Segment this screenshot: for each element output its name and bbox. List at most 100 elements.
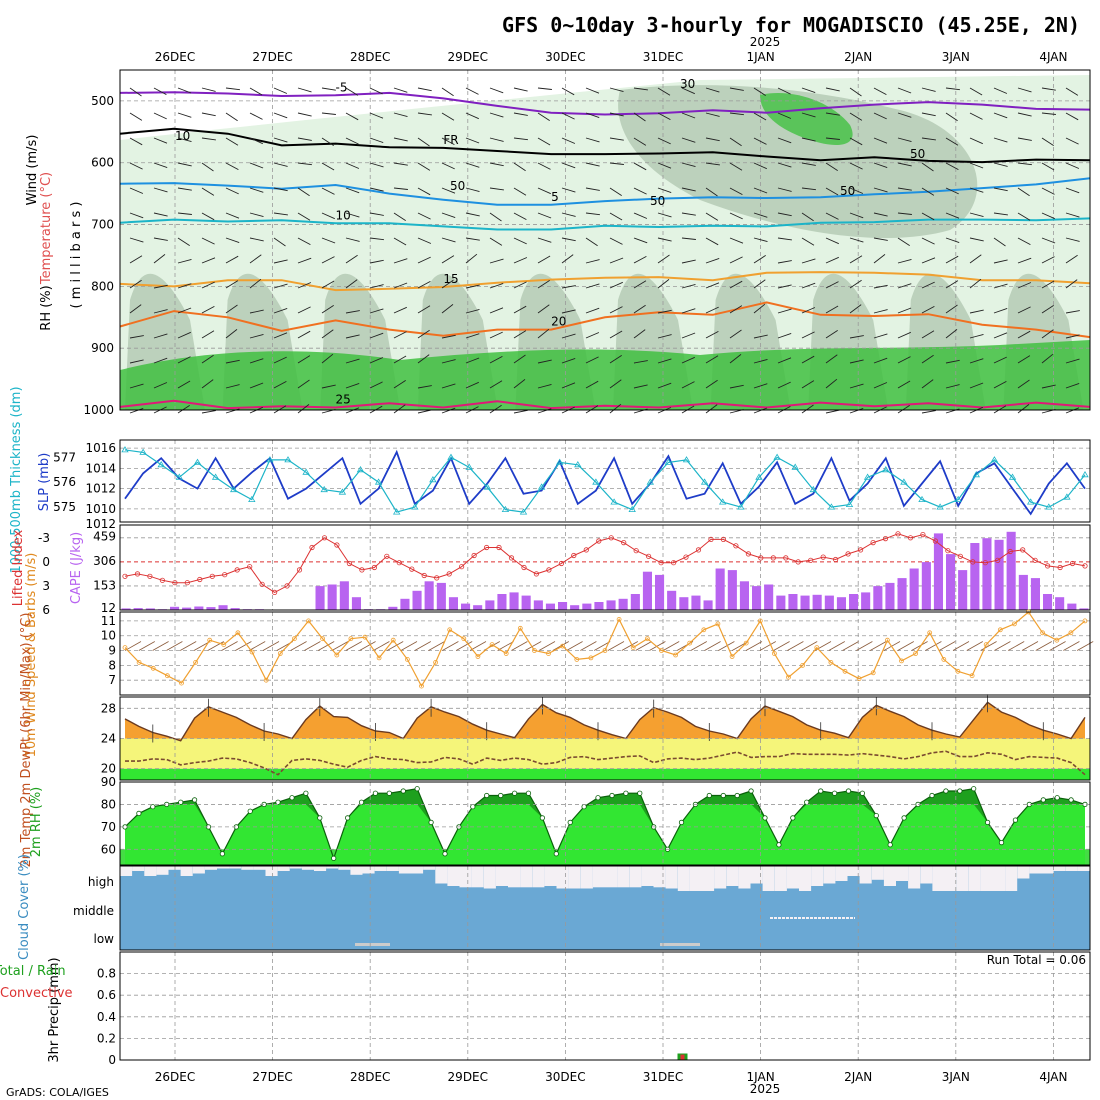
cape-bar — [606, 600, 616, 610]
date-tick-top: 31DEC — [643, 50, 683, 64]
wind10m-point — [560, 643, 565, 649]
wind-barb — [321, 212, 335, 220]
wind-barb — [1065, 212, 1080, 218]
cape-bar — [194, 606, 204, 610]
cloud-high-clear — [677, 866, 690, 891]
cape-bar — [327, 584, 337, 610]
wind10m-barb — [787, 641, 804, 651]
wind10m-point — [616, 617, 622, 622]
wind10m-point — [291, 636, 297, 642]
wind-barb — [465, 357, 480, 364]
wind-barb — [513, 162, 526, 172]
wind-barb — [705, 306, 719, 314]
thickness-point — [773, 453, 781, 460]
temp-line — [124, 701, 1086, 742]
date-tick-bottom: 26DEC — [155, 1070, 195, 1084]
wind-barb — [129, 255, 143, 264]
cloud-high-clear — [762, 866, 775, 891]
wind-barb — [921, 354, 934, 364]
rh2m-point — [400, 788, 406, 794]
rh2m-point — [372, 790, 378, 796]
wind-barb — [849, 304, 862, 314]
wind-barb — [513, 212, 527, 220]
rh2m-point — [414, 786, 420, 792]
cloud-high-clear — [726, 866, 739, 886]
wind-barb — [633, 137, 647, 146]
lifted-index-point — [571, 552, 577, 559]
wind-barb — [417, 137, 430, 147]
wind-barb — [801, 87, 816, 94]
wind-barb — [993, 187, 1008, 192]
wind-barb — [345, 162, 360, 169]
wind-barb — [1041, 305, 1054, 314]
wind-barb — [657, 254, 670, 264]
wind-barb — [993, 283, 1008, 289]
wind-barb — [609, 187, 622, 196]
wind-barb — [465, 162, 480, 168]
wind-barb — [681, 137, 696, 143]
wind10m-barb — [373, 641, 390, 651]
temp2m-panel: 20 24 28 — [101, 694, 1091, 781]
rh2m-point — [818, 788, 824, 794]
wind-barb — [561, 309, 576, 314]
lifted-index-point — [745, 551, 752, 557]
cape-bar — [909, 568, 919, 610]
lifted-index-point — [957, 553, 963, 559]
top-year-label: 2025 — [750, 35, 781, 49]
wind10m-barb — [621, 641, 638, 651]
cape-bar — [691, 595, 701, 610]
wind-barb — [417, 329, 430, 339]
rh2m-point — [470, 804, 476, 810]
wind-barb — [993, 259, 1008, 264]
rh2m-point — [887, 842, 893, 848]
wind10m-barb — [290, 641, 307, 651]
wind-barb — [897, 187, 912, 191]
wind-barb — [1017, 87, 1032, 93]
rh2m-point — [498, 792, 504, 799]
wind10m-ytick: 8 — [108, 658, 116, 672]
wind10m-barb — [318, 641, 335, 651]
cape-bar — [497, 594, 507, 610]
wind10m-barb — [1035, 641, 1052, 651]
wind10m-barb — [939, 641, 956, 651]
date-tick-bottom: 2JAN — [844, 1070, 872, 1084]
wind10m-barb — [773, 641, 790, 651]
cape-bar — [533, 600, 543, 610]
rh-mid-region-upper — [618, 85, 978, 239]
slp-ytick: 1014 — [85, 461, 116, 475]
wind-barb — [561, 162, 576, 169]
wind-barb — [921, 257, 936, 264]
lifted-index-point — [558, 560, 565, 567]
lifted-ytick: 6 — [42, 603, 50, 617]
rh2m-ytick: 60 — [101, 842, 116, 856]
cloud-high-clear — [423, 866, 436, 870]
rh2m-point — [289, 795, 295, 801]
wind10m-point — [941, 657, 947, 662]
wind-barb — [249, 87, 263, 96]
wind10m-barb — [566, 641, 583, 651]
rh2m-point — [873, 812, 879, 819]
wind-barb — [585, 405, 599, 414]
cloud-high-clear — [544, 866, 557, 886]
wind-barb — [177, 162, 192, 167]
wind-barb — [369, 259, 384, 264]
lifted-index-point — [533, 571, 540, 577]
wind-barb — [489, 380, 503, 389]
wind-barb — [921, 212, 935, 221]
wind-barb — [369, 137, 384, 144]
wind-barb — [273, 237, 286, 247]
wind-barb — [1017, 162, 1032, 166]
thickness-point — [429, 476, 437, 483]
top-date-ticks: 26DEC 27DEC 28DEC 29DEC 30DEC 31DEC 1JAN 2JAN 3J… — [155, 50, 1068, 64]
wind-barb — [969, 254, 982, 264]
wind-barb — [681, 187, 696, 192]
thickness-point — [320, 485, 328, 493]
temp-ytick: 20 — [101, 762, 116, 776]
cape-bar — [448, 597, 458, 610]
cape-bar — [764, 584, 774, 610]
wind10m-point — [390, 637, 396, 643]
wind-barb — [945, 255, 959, 264]
lifted-index-point — [1020, 547, 1026, 553]
wind-barb — [681, 332, 696, 339]
wind-barb — [297, 379, 310, 389]
